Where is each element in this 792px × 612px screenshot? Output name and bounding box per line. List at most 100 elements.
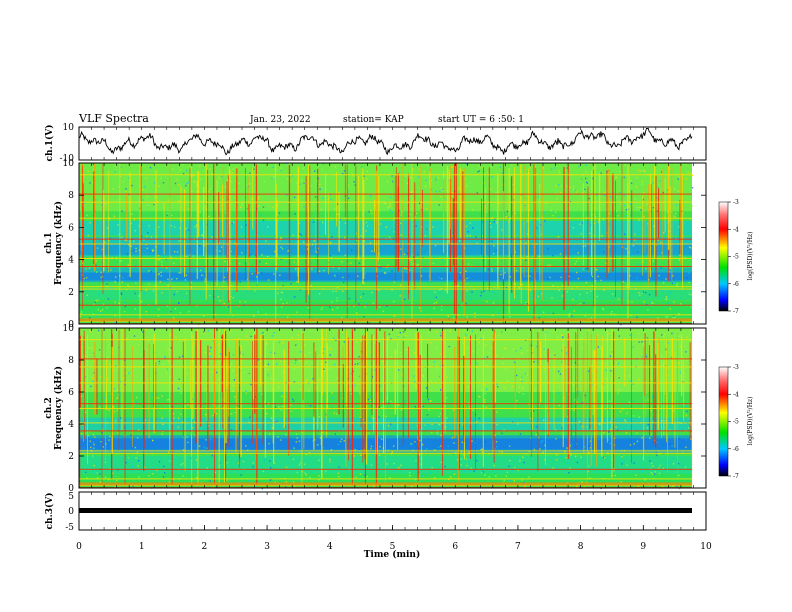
spectrogram-speckle — [389, 205, 391, 207]
spectrogram-speckle — [190, 281, 193, 284]
spectrogram-speckle — [572, 256, 574, 258]
spectrogram-speckle — [215, 249, 218, 252]
spectrogram-speckle — [152, 249, 155, 251]
spectrogram-speckle — [507, 216, 510, 218]
spectrogram-speckle — [637, 378, 640, 381]
spectrogram-speckle — [381, 407, 383, 409]
spectrogram-speckle — [358, 262, 361, 264]
spectrogram-streak — [143, 329, 145, 471]
spectrogram-speckle — [245, 224, 247, 226]
spectrogram-speckle — [157, 397, 160, 399]
spectrogram-speckle — [265, 313, 267, 315]
spectrogram-speckle — [515, 349, 517, 352]
spectrogram-speckle — [493, 464, 495, 467]
spectrogram-streak — [547, 362, 549, 435]
spectrogram-speckle — [107, 356, 109, 358]
spectrogram-speckle — [580, 233, 582, 235]
spectrogram-speckle — [624, 420, 627, 422]
spectrogram-speckle — [582, 192, 584, 194]
spectrogram-speckle — [393, 231, 395, 233]
spectrogram-speckle — [267, 226, 269, 228]
spectrogram-speckle — [280, 167, 282, 169]
spectrogram-speckle — [120, 405, 122, 407]
spectrogram-speckle — [191, 343, 194, 345]
spectrogram-speckle — [676, 284, 678, 287]
spectrogram-speckle — [255, 311, 257, 313]
spectrogram-speckle — [120, 292, 122, 294]
spectrogram-speckle — [628, 251, 630, 254]
spectrogram-speckle — [618, 377, 620, 379]
spectrogram-speckle — [209, 355, 212, 357]
spectrogram-speckle — [539, 448, 541, 450]
spectrogram-streak — [545, 331, 546, 466]
spectrogram-speckle — [137, 343, 140, 346]
spectrogram-speckle — [115, 426, 117, 428]
ch3-ytick-bottom: -5 — [65, 523, 74, 533]
spectrogram-speckle — [181, 355, 184, 357]
spectrogram-speckle — [671, 332, 673, 335]
spectrogram-speckle — [506, 210, 509, 213]
spectrogram-speckle — [311, 243, 314, 246]
spectrogram-speckle — [114, 163, 116, 165]
spectrogram-speckle — [295, 433, 298, 435]
spectrogram-speckle — [542, 167, 545, 169]
spectrogram-speckle — [403, 267, 406, 270]
spectrogram-speckle — [391, 289, 394, 291]
spectrogram-speckle — [151, 250, 154, 252]
spectrogram-speckle — [100, 376, 102, 378]
spectrogram-speckle — [148, 270, 150, 272]
spectrogram-streak — [539, 183, 541, 281]
spectrogram-speckle — [261, 272, 263, 274]
spectrogram-speckle — [342, 290, 344, 292]
spectrogram-speckle — [535, 295, 537, 298]
frequency-tick-label: 10 — [63, 324, 75, 334]
spectrogram-speckle — [270, 467, 272, 469]
spectrogram-speckle — [449, 330, 451, 333]
spectrogram-speckle — [559, 373, 562, 375]
spectrogram-speckle — [124, 301, 126, 304]
spectrogram-speckle — [418, 168, 420, 171]
spectrogram-speckle — [98, 406, 101, 409]
spectrogram-speckle — [108, 218, 111, 220]
spectrogram-speckle — [343, 456, 345, 458]
spectrogram-speckle — [579, 303, 581, 305]
spectrogram-speckle — [331, 392, 333, 394]
spectrogram-speckle — [549, 276, 551, 279]
spectrogram-speckle — [120, 166, 123, 168]
spectrogram-speckle — [341, 438, 343, 440]
spectrogram-speckle — [664, 333, 666, 335]
spectrogram-speckle — [280, 237, 283, 239]
spectrogram-speckle — [636, 316, 638, 318]
spectrogram-speckle — [459, 272, 462, 274]
spectrogram-speckle — [356, 216, 358, 219]
spectrogram-speckle — [422, 443, 424, 446]
spectrogram-speckle — [349, 365, 351, 367]
spectrogram-speckle — [669, 308, 671, 310]
spectrogram-speckle — [690, 424, 692, 426]
spectrogram-speckle — [492, 234, 494, 236]
spectrogram-speckle — [358, 303, 360, 305]
spectrogram-speckle — [604, 363, 606, 365]
spectrogram-speckle — [230, 250, 232, 253]
spectrogram-streak — [132, 346, 133, 447]
spectrogram-streak — [221, 334, 223, 392]
spectrogram-speckle — [209, 350, 211, 352]
spectrogram-line — [79, 288, 692, 290]
spectrogram-speckle — [276, 420, 278, 423]
spectrogram-speckle — [678, 335, 680, 337]
spectrogram-speckle — [539, 273, 542, 275]
spectrogram-line — [79, 304, 692, 306]
spectrogram-speckle — [436, 431, 438, 434]
spectrogram-speckle — [588, 197, 591, 200]
spectrogram-speckle — [210, 439, 212, 441]
spectrogram-speckle — [551, 255, 554, 257]
spectrogram-speckle — [669, 429, 671, 431]
spectrogram-speckle — [163, 412, 165, 414]
spectrogram-speckle — [645, 485, 647, 488]
spectrogram-streak — [371, 334, 373, 415]
spectrogram-speckle — [638, 341, 640, 343]
spectrogram-streak — [346, 331, 347, 407]
spectrogram-speckle — [295, 344, 297, 346]
spectrogram-streak — [87, 334, 88, 465]
spectrogram-speckle — [542, 429, 544, 431]
